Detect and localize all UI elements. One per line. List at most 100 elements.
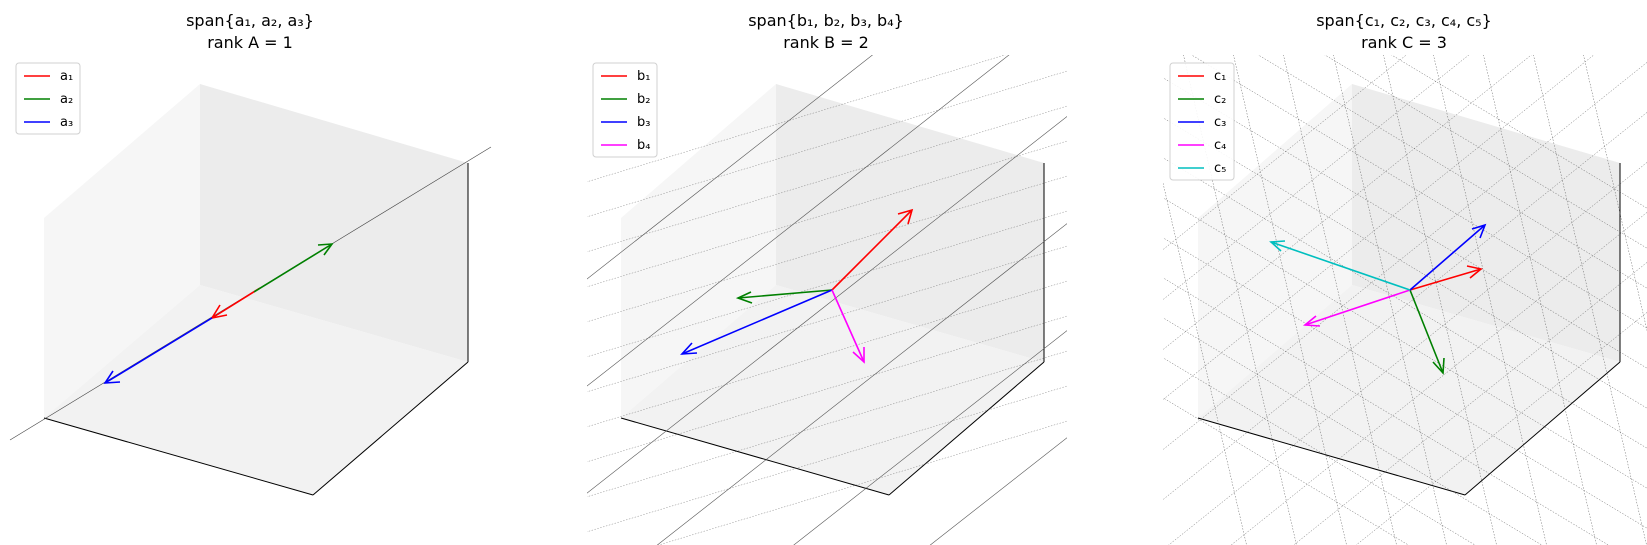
mesh-line bbox=[1283, 55, 1397, 545]
vector-b4-head bbox=[852, 347, 865, 364]
vector-b3-head bbox=[680, 342, 698, 355]
legend-label-b1: b₁ bbox=[637, 69, 650, 84]
panel-a-title-line1: span{a₁, a₂, a₃} bbox=[186, 11, 314, 30]
mesh-line bbox=[1163, 62, 1647, 450]
axis-y-edge bbox=[888, 361, 1045, 496]
mesh-line bbox=[1163, 112, 1647, 500]
vector-c4-shaft bbox=[1304, 289, 1411, 326]
mesh-line bbox=[1168, 162, 1647, 545]
mesh-line bbox=[1163, 197, 1647, 489]
mesh-line bbox=[1333, 55, 1447, 545]
vector-b4-shaft bbox=[831, 289, 865, 363]
mesh-line bbox=[1293, 262, 1647, 545]
mesh-line bbox=[1163, 55, 1407, 250]
legend-label-a2: a₂ bbox=[60, 92, 73, 107]
pane-back-left bbox=[621, 84, 776, 418]
panel-b: span{b₁, b₂, b₃, b₄} rank B = 2 b₁ b₂ b₃… bbox=[587, 11, 1067, 545]
panel-c-title-line2: rank C = 3 bbox=[1361, 33, 1447, 52]
vector-b2-shaft bbox=[737, 289, 833, 299]
vector-c3-head bbox=[1471, 223, 1487, 239]
mesh-line bbox=[1163, 55, 1532, 350]
mesh-line bbox=[1163, 77, 1647, 369]
mesh-line bbox=[1391, 55, 1647, 209]
axis-y-edge bbox=[312, 361, 469, 496]
vector-c1-head bbox=[1466, 265, 1483, 279]
vector-c5 bbox=[1269, 240, 1411, 291]
vector-b1-shaft bbox=[831, 209, 913, 291]
plane-grid-strong bbox=[587, 55, 1010, 387]
vector-a3 bbox=[103, 317, 213, 384]
span-volume-grid bbox=[1163, 55, 1647, 545]
mesh-line bbox=[1233, 55, 1347, 545]
vector-b3 bbox=[680, 289, 833, 355]
panel-c: span{c₁, c₂, c₃, c₄, c₅} rank C = 3 c₁ c… bbox=[1163, 11, 1647, 545]
mesh-line bbox=[1163, 55, 1595, 400]
panel-a-title-line2: rank A = 1 bbox=[207, 33, 293, 52]
vector-c3 bbox=[1409, 223, 1487, 291]
mesh-line bbox=[1163, 182, 1247, 545]
pane-back-right bbox=[200, 84, 468, 362]
legend-label-c3: c₃ bbox=[1214, 115, 1226, 130]
vector-b1 bbox=[831, 208, 914, 291]
mesh-line bbox=[1355, 312, 1647, 545]
vector-a2-head bbox=[317, 243, 334, 256]
mesh-line bbox=[1163, 237, 1647, 529]
vector-a1-shaft bbox=[211, 287, 261, 319]
mesh-line bbox=[1483, 55, 1597, 545]
vector-c2-head bbox=[1432, 357, 1445, 375]
span-plane-grid bbox=[587, 55, 1067, 545]
mesh-line bbox=[1533, 55, 1647, 545]
panel-a-legend: a₁ a₂ a₃ bbox=[15, 62, 81, 135]
mesh-line bbox=[1163, 157, 1647, 449]
vector-c2 bbox=[1409, 289, 1445, 375]
axis-y-edge bbox=[1464, 361, 1621, 496]
vector-b3-shaft bbox=[681, 289, 833, 355]
mesh-line bbox=[1324, 55, 1647, 249]
mesh-line bbox=[1163, 55, 1470, 300]
legend-label-a1: a₁ bbox=[60, 69, 73, 84]
plane-grid-strong bbox=[587, 55, 873, 280]
plane-grid-strong bbox=[929, 437, 1067, 545]
vector-c5-head bbox=[1269, 240, 1286, 252]
vector-a3-head bbox=[103, 370, 121, 384]
legend-label-c1: c₁ bbox=[1214, 69, 1226, 84]
plane-grid-strong bbox=[793, 330, 1067, 545]
legend-frame bbox=[592, 62, 658, 158]
mesh-line bbox=[1230, 212, 1647, 545]
panel-b-title-line2: rank B = 2 bbox=[783, 33, 869, 52]
mesh-line bbox=[1163, 277, 1609, 545]
mesh-line bbox=[1433, 55, 1547, 545]
panel-b-title-line1: span{b₁, b₂, b₃, b₄} bbox=[748, 11, 904, 30]
axis-x-edge bbox=[620, 417, 890, 496]
mesh-line bbox=[1163, 117, 1647, 409]
pane-back-left bbox=[44, 84, 200, 418]
legend-label-b4: b₄ bbox=[637, 138, 650, 153]
legend-label-b3: b₃ bbox=[637, 115, 650, 130]
axis-x-edge bbox=[1197, 417, 1466, 496]
vector-c5-shaft bbox=[1270, 241, 1411, 291]
vector-a2-shaft bbox=[253, 243, 333, 293]
vector-c4 bbox=[1302, 289, 1411, 327]
vector-a3-shaft bbox=[104, 317, 213, 384]
legend-label-c4: c₄ bbox=[1214, 138, 1226, 153]
vector-b2 bbox=[735, 289, 833, 304]
legend-label-c2: c₂ bbox=[1214, 92, 1226, 107]
legend-label-c5: c₅ bbox=[1214, 161, 1226, 176]
axis-x-edge bbox=[43, 417, 314, 496]
panel-c-title-line1: span{c₁, c₂, c₃, c₄, c₅} bbox=[1316, 11, 1492, 30]
vector-c2-shaft bbox=[1409, 289, 1444, 374]
panel-a: span{a₁, a₂, a₃} rank A = 1 a₁ a₂ a₃ bbox=[9, 11, 492, 496]
vector-b2-head bbox=[735, 291, 753, 304]
vector-a2 bbox=[253, 243, 334, 293]
mesh-line bbox=[1383, 55, 1497, 545]
vector-c1-shaft bbox=[1409, 268, 1482, 291]
mesh-line bbox=[1183, 55, 1297, 545]
vector-c4-head bbox=[1302, 315, 1321, 327]
pane-floor bbox=[44, 285, 468, 495]
mesh-line bbox=[1257, 55, 1647, 289]
pane-back-right bbox=[1352, 84, 1620, 362]
panel-c-legend: c₁ c₂ c₃ c₄ c₅ bbox=[1169, 62, 1235, 181]
pane-floor bbox=[1198, 285, 1620, 495]
vector-b1-head bbox=[897, 208, 914, 225]
